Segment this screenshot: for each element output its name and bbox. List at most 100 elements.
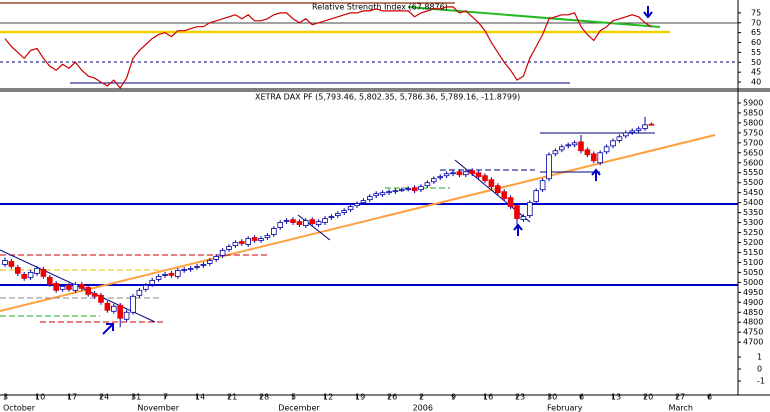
candle-body [213,256,220,260]
candle-body [53,282,59,291]
candle-body [66,284,72,290]
y-tick-label: -1 [757,377,765,386]
candle-body [411,187,418,192]
y-tick-label: 5600 [743,158,763,167]
candle-body [379,192,386,196]
x-tick-label: 31 [131,393,141,402]
candle-body [200,264,207,266]
candle-body [187,268,194,270]
arrow [643,6,653,19]
x-tick-label: 5 [291,393,296,402]
candle-body [14,267,21,274]
candle-body [309,219,315,224]
month-label: December [278,404,320,412]
candle-body [2,260,8,265]
rsi-title: Relative Strength Index (67.8876) [312,3,448,12]
annotation-line [407,6,661,28]
candle-body [386,191,392,194]
candle-body [59,285,66,290]
candle-body [232,242,239,246]
candle-body [34,268,40,274]
candle-body [360,200,367,204]
candle-body [648,123,655,126]
candle-body [264,235,271,238]
x-tick-label: 24 [99,393,109,402]
candle-body [578,141,584,152]
y-tick-label: 5900 [743,98,763,107]
month-label: October [3,404,36,412]
candle-body [405,188,411,191]
candle-body [482,175,488,182]
y-tick-label: 4800 [743,318,763,327]
candle-body [642,124,648,129]
x-tick-label: 17 [67,393,77,402]
candle-body [85,286,92,295]
candle-body [72,283,79,291]
candle-body [565,144,571,147]
candle-body [136,289,143,296]
candle-body [527,202,533,216]
candle-body [8,261,15,267]
x-tick-label: 6 [579,393,584,402]
candle-body [258,238,264,241]
candle-body [533,190,539,203]
y-tick-label: 5700 [743,138,763,147]
y-tick-label: 65 [751,28,761,37]
candle-body [270,228,277,235]
candle-body [322,218,328,223]
candle-body [130,295,136,313]
candle-body [552,150,559,155]
candle-body [398,189,405,192]
candle-body [603,146,610,153]
x-tick-label: 26 [387,393,397,402]
candle-body [40,269,47,277]
candle-body [251,237,258,241]
x-tick-label: 9 [451,393,456,402]
y-tick-label: 4900 [743,298,763,307]
y-tick-label: 4700 [743,338,763,347]
candle-body [238,241,245,244]
candle-body [546,154,552,180]
y-tick-label: 5850 [743,108,763,117]
candle-body [488,179,495,188]
x-tick-label: 6 [707,393,712,402]
candle-body [91,292,98,297]
candle-body [623,132,629,137]
x-tick-label: 3 [3,393,8,402]
candle-body [430,178,437,183]
candle-body [226,246,232,250]
candle-body [168,272,175,276]
candle-body [302,220,309,226]
candle-body [373,193,379,197]
candle-body [219,250,226,256]
y-tick-label: 45 [751,68,761,77]
x-tick-label: 13 [611,393,621,402]
candle-body [21,273,27,279]
y-tick-label: 5100 [743,258,763,267]
y-tick-label: 5800 [743,118,763,127]
candle-body [347,206,354,211]
y-tick-label: 70 [751,18,761,27]
candle-body [341,210,347,213]
y-tick-label: 50 [751,58,761,67]
y-tick-label: 5250 [743,228,763,237]
y-tick-label: 5750 [743,128,763,137]
candle-body [610,140,616,147]
x-tick-label: 10 [35,393,45,402]
candle-body [123,311,130,320]
candle-body [424,182,431,187]
y-tick-label: 5550 [743,168,763,177]
candle-body [277,222,283,228]
candle-body [597,152,603,164]
month-label: 2006 [413,404,433,412]
candle-body [111,305,117,312]
candle-body [450,172,456,175]
candle-body [174,270,181,277]
y-tick-label: 5450 [743,188,763,197]
candle-body [501,191,507,200]
candle-body [149,279,156,285]
candle-body [245,238,252,245]
y-tick-label: 4850 [743,308,763,317]
